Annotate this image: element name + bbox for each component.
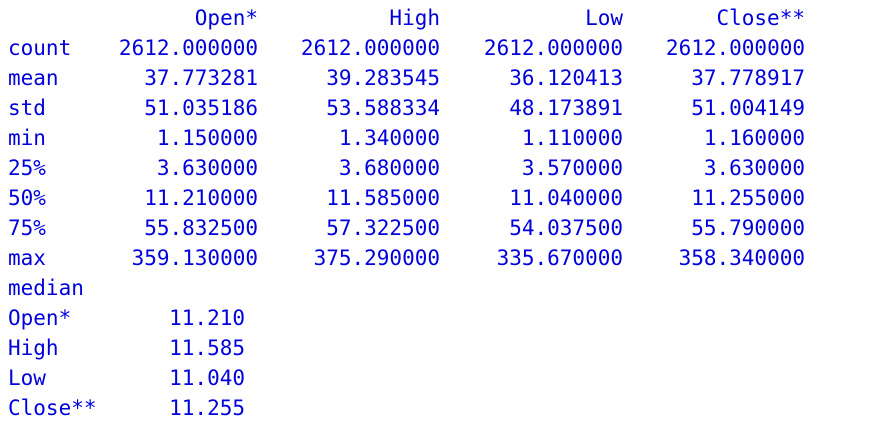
column-header-low: Low — [585, 6, 623, 30]
row-label: 25% — [8, 156, 46, 180]
median-value: 11.040 — [169, 366, 245, 390]
cell-open: 55.832500 — [144, 216, 258, 240]
cell-close: 358.340000 — [678, 246, 805, 270]
table-row: 25% 3.630000 3.680000 3.570000 3.630000 — [0, 153, 878, 183]
median-name: Close** — [8, 396, 97, 420]
cell-low: 335.670000 — [496, 246, 623, 270]
row-label: mean — [8, 66, 59, 90]
cell-close: 1.160000 — [703, 126, 805, 150]
median-header-row: median — [0, 273, 878, 303]
table-row: min 1.150000 1.340000 1.110000 1.160000 — [0, 123, 878, 153]
row-label: std — [8, 96, 46, 120]
row-label: 50% — [8, 186, 46, 210]
median-value: 11.210 — [169, 306, 245, 330]
table-row: std 51.035186 53.588334 48.173891 51.004… — [0, 93, 878, 123]
median-name: Open* — [8, 306, 72, 330]
cell-close: 11.255000 — [691, 186, 805, 210]
cell-close: 3.630000 — [703, 156, 805, 180]
row-label: 75% — [8, 216, 46, 240]
cell-low: 11.040000 — [509, 186, 623, 210]
list-item: High 11.585 — [0, 333, 878, 363]
row-label: min — [8, 126, 46, 150]
cell-close: 51.004149 — [691, 96, 805, 120]
cell-high: 3.680000 — [338, 156, 440, 180]
median-value: 11.255 — [169, 396, 245, 420]
median-name: Low — [8, 366, 46, 390]
median-name: High — [8, 336, 59, 360]
list-item: Open* 11.210 — [0, 303, 878, 333]
table-row: max 359.130000 375.290000 335.670000 358… — [0, 243, 878, 273]
table-row: 75% 55.832500 57.322500 54.037500 55.790… — [0, 213, 878, 243]
cell-open: 359.130000 — [131, 246, 258, 270]
row-label: count — [8, 36, 72, 60]
table-row: count 2612.000000 2612.000000 2612.00000… — [0, 33, 878, 63]
list-item: Close** 11.255 — [0, 393, 878, 423]
cell-low: 48.173891 — [509, 96, 623, 120]
cell-low: 3.570000 — [521, 156, 623, 180]
cell-open: 51.035186 — [144, 96, 258, 120]
describe-header-row: Open* High Low Close** — [0, 3, 878, 33]
median-header: median — [8, 276, 84, 300]
cell-low: 2612.000000 — [483, 36, 623, 60]
cell-open: 3.630000 — [156, 156, 258, 180]
cell-close: 2612.000000 — [665, 36, 805, 60]
median-value: 11.585 — [169, 336, 245, 360]
cell-high: 57.322500 — [326, 216, 440, 240]
cell-open: 1.150000 — [156, 126, 258, 150]
cell-high: 2612.000000 — [300, 36, 440, 60]
cell-high: 39.283545 — [326, 66, 440, 90]
cell-low: 36.120413 — [509, 66, 623, 90]
list-item: Low 11.040 — [0, 363, 878, 393]
cell-high: 53.588334 — [326, 96, 440, 120]
cell-open: 11.210000 — [144, 186, 258, 210]
column-header-close: Close** — [716, 6, 805, 30]
cell-open: 37.773281 — [144, 66, 258, 90]
table-row: mean 37.773281 39.283545 36.120413 37.77… — [0, 63, 878, 93]
cell-open: 2612.000000 — [118, 36, 258, 60]
cell-low: 54.037500 — [509, 216, 623, 240]
column-header-open: Open* — [194, 6, 258, 30]
cell-close: 37.778917 — [691, 66, 805, 90]
cell-high: 11.585000 — [326, 186, 440, 210]
cell-high: 375.290000 — [313, 246, 440, 270]
cell-close: 55.790000 — [691, 216, 805, 240]
row-label: max — [8, 246, 46, 270]
table-row: 50% 11.210000 11.585000 11.040000 11.255… — [0, 183, 878, 213]
cell-high: 1.340000 — [338, 126, 440, 150]
cell-low: 1.110000 — [521, 126, 623, 150]
column-header-high: High — [389, 6, 440, 30]
